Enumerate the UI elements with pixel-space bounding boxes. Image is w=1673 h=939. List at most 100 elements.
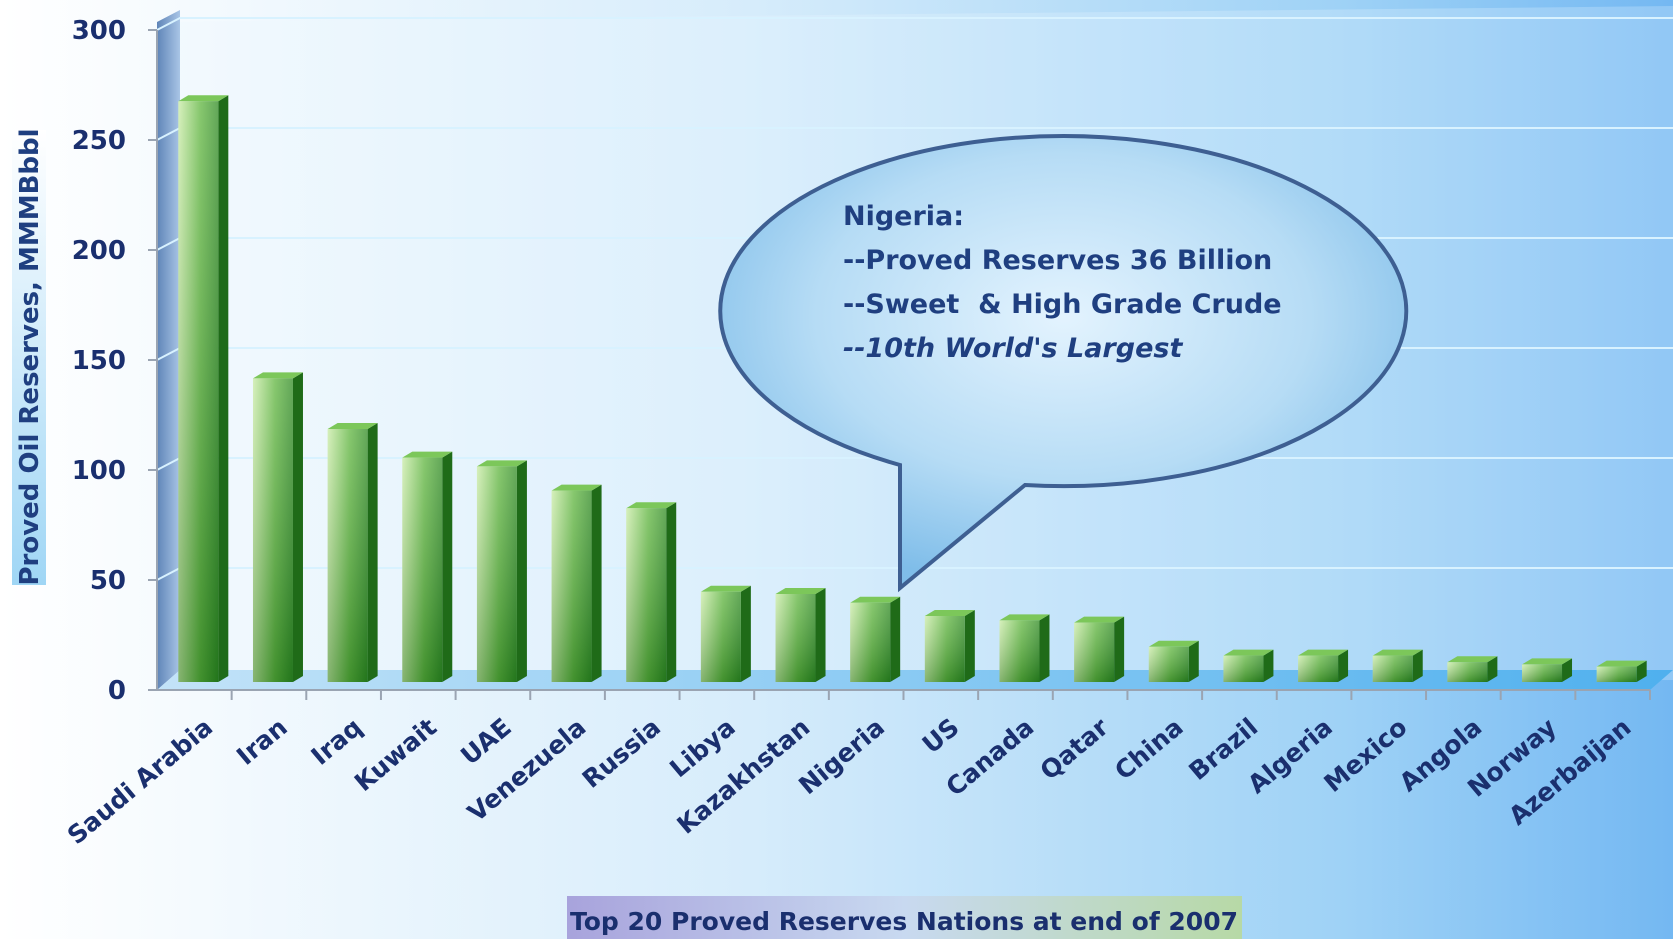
callout: Nigeria: --Proved Reserves 36 Billion --… [718,134,1409,593]
bar-top [1372,649,1423,656]
bar [1148,640,1199,682]
bar-shade [1074,622,1115,682]
y-tick-label: 0 [108,676,126,706]
bar-side [1487,656,1498,682]
y-tick-label: 200 [72,236,126,266]
bar [700,585,751,682]
bar-shade [402,457,443,682]
bar-side [367,423,378,682]
bar [402,451,453,682]
bar-top [402,451,453,458]
bar-top [252,372,303,379]
x-axis-title-text: Top 20 Proved Reserves Nations at end of… [570,907,1238,936]
y-tick-labels: 0 50 100 150 200 250 300 [72,16,126,706]
x-axis-title: Top 20 Proved Reserves Nations at end of… [567,896,1242,939]
bar-top [178,95,229,102]
callout-line-4: --10th World's Largest [843,333,1183,364]
bar-shade [1522,664,1563,682]
y-tick-label: 300 [72,16,126,46]
bar-top [924,610,975,616]
callout-bubble [718,134,1409,593]
bar-top [476,460,527,467]
y-tick-label: 100 [72,456,126,486]
bar-top [700,585,751,592]
bar-top [1074,616,1125,623]
bar [1223,649,1274,682]
bar-shade [551,490,592,682]
bar-top [999,614,1050,621]
bar-top [1298,649,1349,656]
bar [1596,660,1647,682]
callout-line-3: --Sweet & High Grade Crude [843,289,1282,320]
bar-side [292,372,303,682]
y-axis-title: Proved Oil Reserves, MMMBbbl [12,128,46,586]
bar [1074,616,1125,682]
bar-shade [252,378,293,682]
bar [252,372,303,682]
bar-side [1263,649,1274,682]
bar-top [551,484,602,491]
bar-top [1596,660,1647,667]
bar [775,588,826,682]
bar-shade [999,620,1040,682]
callout-line-1: Nigeria: [843,201,964,232]
bar-shade [327,429,368,682]
bar-shade [476,466,517,682]
bar-shade [1596,666,1637,682]
bar [327,423,378,682]
gridline [156,17,1673,31]
bar [551,484,602,682]
bar-top [327,423,378,429]
bar-shade [850,602,891,682]
bar-side [740,585,751,682]
axes [148,29,1651,700]
bar-side [815,588,826,682]
bar-side [1114,616,1125,682]
bar-top [850,596,901,603]
bar-shade [626,508,667,682]
bar-side [516,460,527,682]
bar [626,502,677,682]
bar-shade [924,616,965,682]
y-tick-label: 150 [72,346,126,376]
bar-top [1447,656,1498,663]
bar [1298,649,1349,682]
y-tick-label: 250 [72,126,126,156]
left-wall [157,10,180,690]
bar [850,596,901,682]
bar-side [964,610,975,682]
bar-shade [1223,655,1264,682]
x-axis-title-background [567,896,1242,939]
bar-side [1636,660,1647,682]
bars [178,95,1647,682]
bar-side [1338,649,1349,682]
bar [476,460,527,682]
bar-top [775,588,826,594]
bar-top [626,502,677,509]
y-axis-title-background [12,130,46,585]
bar-shade [775,594,816,682]
bar-side [218,95,229,682]
chart-floor [157,670,1673,690]
bar [1522,658,1573,682]
bar-side [666,502,677,682]
bar-top [1223,649,1274,656]
bar-side [1412,649,1423,682]
bar [178,95,229,682]
bar-shade [178,101,219,682]
bar [924,610,975,682]
bar-top [1148,640,1199,647]
bar-side [442,451,453,682]
callout-line-2: --Proved Reserves 36 Billion [843,245,1272,276]
bar-side [591,484,602,682]
bar-side [1039,614,1050,682]
bar-side [1188,640,1199,682]
bar-side [890,596,901,682]
bar-top [1522,658,1573,665]
bar [999,614,1050,682]
y-axis-title-text: Proved Oil Reserves, MMMBbbl [15,128,45,585]
bar-shade [700,591,741,682]
bar [1447,656,1498,682]
